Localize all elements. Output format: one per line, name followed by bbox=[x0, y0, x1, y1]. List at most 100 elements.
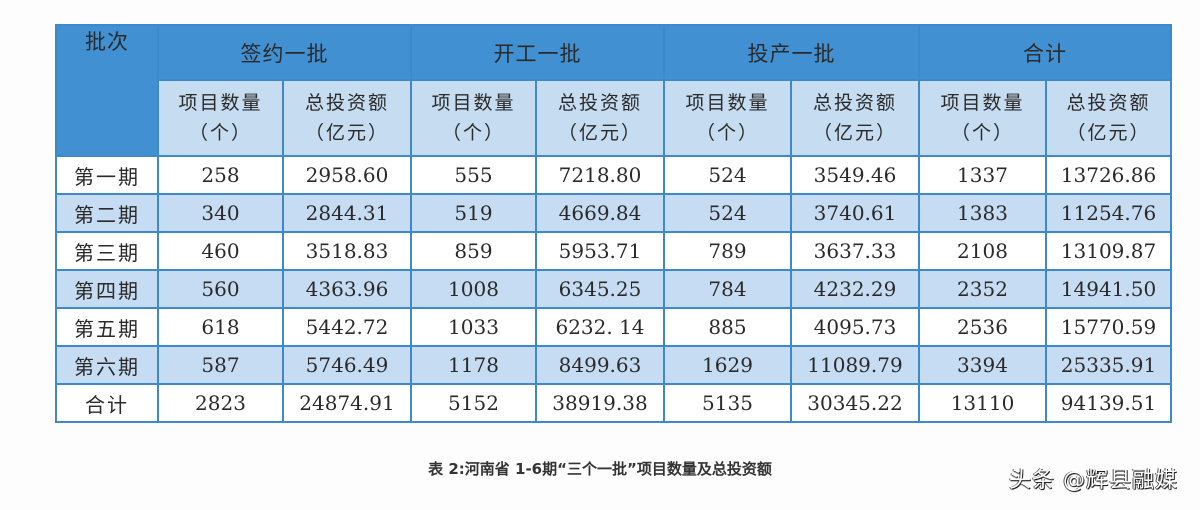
value-cell: 8499.63 bbox=[535, 345, 665, 385]
sub-header-label: 项目数量 bbox=[685, 92, 770, 114]
value-cell: 2823 bbox=[157, 383, 284, 423]
value-cell: 38919.38 bbox=[535, 383, 665, 423]
value-cell: 1383 bbox=[918, 193, 1047, 233]
sub-header-label: 项目数量 bbox=[940, 92, 1025, 114]
value-cell: 25335.91 bbox=[1045, 345, 1172, 385]
sub-header-unit: （亿元） bbox=[812, 122, 897, 144]
batch-column-header: 批次 bbox=[55, 24, 159, 157]
table-row: 第五期 618 5442.72 1033 6232. 14 885 4095.7… bbox=[55, 307, 1172, 347]
value-cell: 2352 bbox=[918, 269, 1047, 309]
value-cell: 30345.22 bbox=[790, 383, 920, 423]
total-row: 合计 2823 24874.91 5152 38919.38 5135 3034… bbox=[55, 383, 1172, 423]
value-cell: 4232.29 bbox=[790, 269, 920, 309]
sub-header-unit: （亿元） bbox=[304, 122, 389, 144]
group-header-row: 批次 签约一批 开工一批 投产一批 合计 bbox=[55, 24, 1172, 157]
value-cell: 1033 bbox=[410, 307, 537, 347]
table-row: 第六期 587 5746.49 1178 8499.63 1629 11089.… bbox=[55, 345, 1172, 385]
group-header-production: 投产一批 bbox=[663, 24, 920, 81]
value-cell: 789 bbox=[663, 231, 792, 271]
value-cell: 4095.73 bbox=[790, 307, 920, 347]
period-cell: 第四期 bbox=[55, 269, 159, 309]
value-cell: 618 bbox=[157, 307, 284, 347]
value-cell: 1178 bbox=[410, 345, 537, 385]
value-cell: 1337 bbox=[918, 155, 1047, 195]
value-cell: 7218.80 bbox=[535, 155, 665, 195]
value-cell: 3740.61 bbox=[790, 193, 920, 233]
value-cell: 859 bbox=[410, 231, 537, 271]
group-header-started: 开工一批 bbox=[410, 24, 665, 81]
value-cell: 2536 bbox=[918, 307, 1047, 347]
value-cell: 13110 bbox=[918, 383, 1047, 423]
table-row: 第四期 560 4363.96 1008 6345.25 784 4232.29… bbox=[55, 269, 1172, 309]
value-cell: 2108 bbox=[918, 231, 1047, 271]
value-cell: 524 bbox=[663, 155, 792, 195]
value-cell: 5746.49 bbox=[282, 345, 412, 385]
three-batches-project-table: 批次 签约一批 开工一批 投产一批 合计 项目数量 （个） 总投资额 （亿元） 项目… bbox=[55, 24, 1172, 423]
sub-header-investment: 总投资额 （亿元） bbox=[790, 79, 920, 157]
value-cell: 24874.91 bbox=[282, 383, 412, 423]
value-cell: 94139.51 bbox=[1045, 383, 1172, 423]
value-cell: 460 bbox=[157, 231, 284, 271]
sub-header-investment: 总投资额 （亿元） bbox=[282, 79, 412, 157]
table-row: 第二期 340 2844.31 519 4669.84 524 3740.61 … bbox=[55, 193, 1172, 233]
period-cell: 第一期 bbox=[55, 155, 159, 195]
period-cell: 第二期 bbox=[55, 193, 159, 233]
value-cell: 15770.59 bbox=[1045, 307, 1172, 347]
value-cell: 560 bbox=[157, 269, 284, 309]
value-cell: 13726.86 bbox=[1045, 155, 1172, 195]
sub-header-investment: 总投资额 （亿元） bbox=[1045, 79, 1172, 157]
sub-header-label: 项目数量 bbox=[431, 92, 516, 114]
value-cell: 3549.46 bbox=[790, 155, 920, 195]
sub-header-unit: （个） bbox=[695, 122, 759, 144]
group-header-total: 合计 bbox=[918, 24, 1172, 81]
value-cell: 6232. 14 bbox=[535, 307, 665, 347]
period-cell: 第五期 bbox=[55, 307, 159, 347]
value-cell: 258 bbox=[157, 155, 284, 195]
value-cell: 14941.50 bbox=[1045, 269, 1172, 309]
period-cell: 第六期 bbox=[55, 345, 159, 385]
value-cell: 5152 bbox=[410, 383, 537, 423]
value-cell: 3518.83 bbox=[282, 231, 412, 271]
value-cell: 587 bbox=[157, 345, 284, 385]
sub-header-label: 总投资额 bbox=[557, 92, 642, 114]
value-cell: 885 bbox=[663, 307, 792, 347]
value-cell: 2958.60 bbox=[282, 155, 412, 195]
sub-header-count: 项目数量 （个） bbox=[157, 79, 284, 157]
value-cell: 4669.84 bbox=[535, 193, 665, 233]
value-cell: 6345.25 bbox=[535, 269, 665, 309]
value-cell: 5135 bbox=[663, 383, 792, 423]
sub-header-investment: 总投资额 （亿元） bbox=[535, 79, 665, 157]
value-cell: 5953.71 bbox=[535, 231, 665, 271]
table-caption: 表 2:河南省 1-6期“三个一批”项目数量及总投资额 bbox=[428, 460, 772, 478]
sub-header-count: 项目数量 （个） bbox=[663, 79, 792, 157]
period-cell: 第三期 bbox=[55, 231, 159, 271]
sub-header-label: 项目数量 bbox=[178, 92, 263, 114]
value-cell: 3637.33 bbox=[790, 231, 920, 271]
table-row: 第一期 258 2958.60 555 7218.80 524 3549.46 … bbox=[55, 155, 1172, 195]
table-row: 第三期 460 3518.83 859 5953.71 789 3637.33 … bbox=[55, 231, 1172, 271]
period-cell: 合计 bbox=[55, 383, 159, 423]
value-cell: 519 bbox=[410, 193, 537, 233]
sub-header-unit: （个） bbox=[188, 122, 252, 144]
sub-header-unit: （个） bbox=[950, 122, 1014, 144]
value-cell: 524 bbox=[663, 193, 792, 233]
value-cell: 1629 bbox=[663, 345, 792, 385]
investment-table-container: 批次 签约一批 开工一批 投产一批 合计 项目数量 （个） 总投资额 （亿元） 项目… bbox=[55, 24, 1172, 423]
group-header-signed: 签约一批 bbox=[157, 24, 412, 81]
sub-header-count: 项目数量 （个） bbox=[410, 79, 537, 157]
sub-header-label: 总投资额 bbox=[1066, 92, 1151, 114]
value-cell: 11254.76 bbox=[1045, 193, 1172, 233]
sub-header-unit: （个） bbox=[441, 122, 505, 144]
value-cell: 555 bbox=[410, 155, 537, 195]
value-cell: 5442.72 bbox=[282, 307, 412, 347]
value-cell: 13109.87 bbox=[1045, 231, 1172, 271]
value-cell: 2844.31 bbox=[282, 193, 412, 233]
value-cell: 3394 bbox=[918, 345, 1047, 385]
sub-header-unit: （亿元） bbox=[1066, 122, 1151, 144]
sub-header-unit: （亿元） bbox=[557, 122, 642, 144]
value-cell: 340 bbox=[157, 193, 284, 233]
sub-header-label: 总投资额 bbox=[304, 92, 389, 114]
sub-header-label: 总投资额 bbox=[812, 92, 897, 114]
sub-header-count: 项目数量 （个） bbox=[918, 79, 1047, 157]
sub-header-row: 项目数量 （个） 总投资额 （亿元） 项目数量 （个） 总投资额 （亿元） 项目数量 （个… bbox=[56, 79, 1172, 157]
